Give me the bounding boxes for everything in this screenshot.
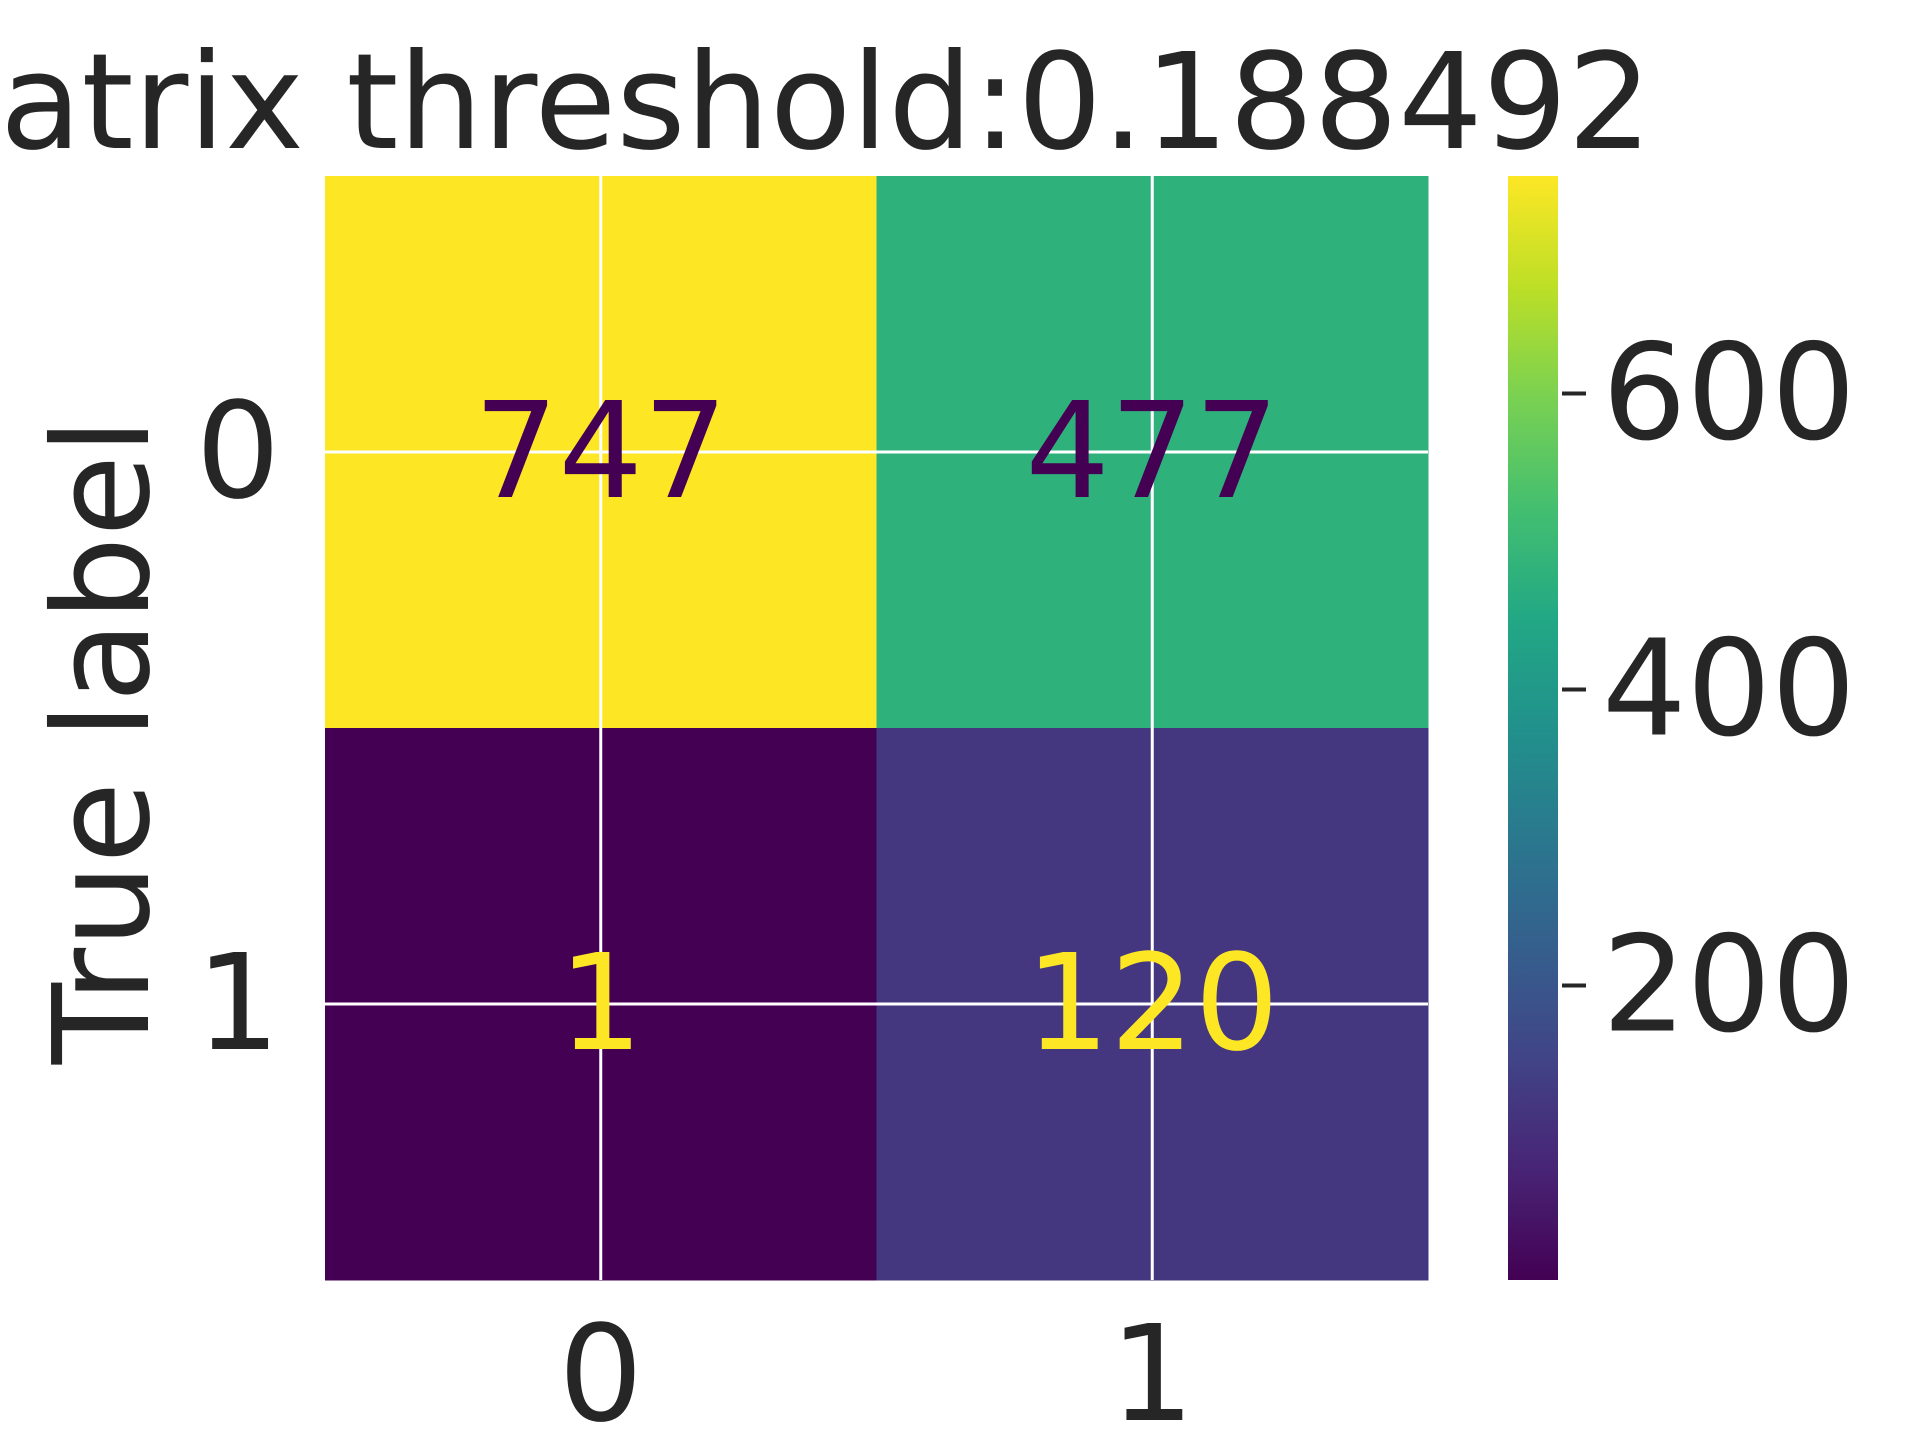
colorbar-ticks: 200 400 600 [1562, 317, 1856, 1063]
y-axis-ticks: 01 [196, 375, 281, 1081]
cell-value-label-1-1: 120 [1025, 927, 1279, 1081]
heatmap-grid [325, 176, 1428, 1280]
x-tick-label: 1 [1110, 1298, 1195, 1440]
cell-value-labels: 747 477 1 120 [474, 375, 1279, 1081]
colorbar-tick-label: 400 [1602, 613, 1856, 767]
cell-value-label-1-0: 1 [558, 927, 643, 1081]
colorbar [1508, 176, 1558, 1280]
cell-value-label-0-0: 747 [474, 375, 728, 529]
chart-title: atrix threshold:0.188492 [0, 26, 1652, 180]
colorbar-tick-label: 600 [1602, 317, 1856, 471]
colorbar-tick-label: 200 [1602, 909, 1856, 1063]
y-tick-label: 1 [196, 927, 281, 1081]
y-axis-label: True label [26, 418, 180, 1065]
cell-value-label-0-1: 477 [1025, 375, 1279, 529]
heatmap-cells [325, 176, 1429, 1281]
x-tick-label: 0 [558, 1298, 643, 1440]
y-tick-label: 0 [196, 375, 281, 529]
